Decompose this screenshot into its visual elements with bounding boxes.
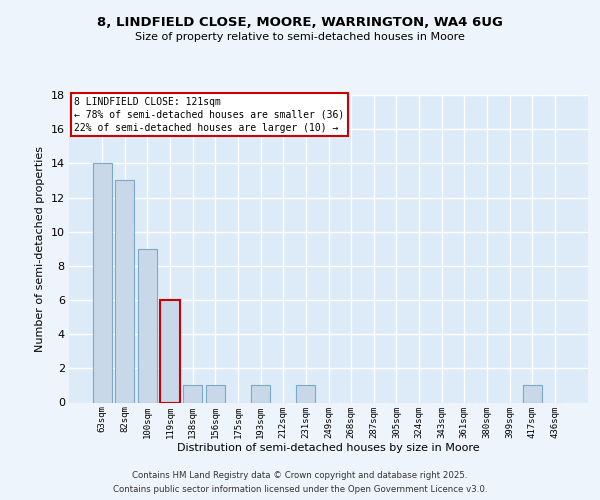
X-axis label: Distribution of semi-detached houses by size in Moore: Distribution of semi-detached houses by …	[177, 443, 480, 453]
Bar	[296, 386, 316, 402]
Bar	[138, 248, 157, 402]
Bar	[115, 180, 134, 402]
Bar	[251, 386, 270, 402]
Text: 8, LINDFIELD CLOSE, MOORE, WARRINGTON, WA4 6UG: 8, LINDFIELD CLOSE, MOORE, WARRINGTON, W…	[97, 16, 503, 29]
Bar	[183, 386, 202, 402]
Text: Contains HM Land Registry data © Crown copyright and database right 2025.: Contains HM Land Registry data © Crown c…	[132, 472, 468, 480]
Text: Size of property relative to semi-detached houses in Moore: Size of property relative to semi-detach…	[135, 32, 465, 42]
Bar	[92, 164, 112, 402]
Text: 8 LINDFIELD CLOSE: 121sqm
← 78% of semi-detached houses are smaller (36)
22% of : 8 LINDFIELD CLOSE: 121sqm ← 78% of semi-…	[74, 96, 344, 133]
Text: Contains public sector information licensed under the Open Government Licence v3: Contains public sector information licen…	[113, 484, 487, 494]
Y-axis label: Number of semi-detached properties: Number of semi-detached properties	[35, 146, 45, 352]
Bar	[523, 386, 542, 402]
Bar	[206, 386, 225, 402]
Bar	[160, 300, 180, 402]
